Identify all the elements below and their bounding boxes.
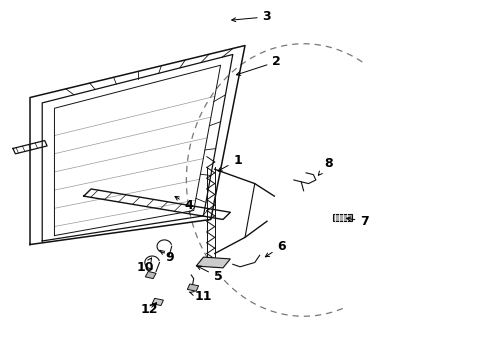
Text: 7: 7 [346,215,369,228]
Text: 11: 11 [189,290,212,303]
Polygon shape [196,257,230,268]
Text: 1: 1 [218,154,242,171]
Text: 4: 4 [175,197,193,212]
Polygon shape [187,284,198,291]
Text: 8: 8 [318,157,332,175]
Polygon shape [333,214,352,221]
Polygon shape [146,271,156,279]
Text: 12: 12 [141,303,158,316]
Text: 2: 2 [237,55,281,76]
Text: 3: 3 [232,10,271,23]
Polygon shape [152,298,163,306]
Text: 10: 10 [136,258,153,274]
Text: 6: 6 [266,240,286,257]
Text: 5: 5 [197,266,222,283]
Text: 9: 9 [160,250,173,264]
